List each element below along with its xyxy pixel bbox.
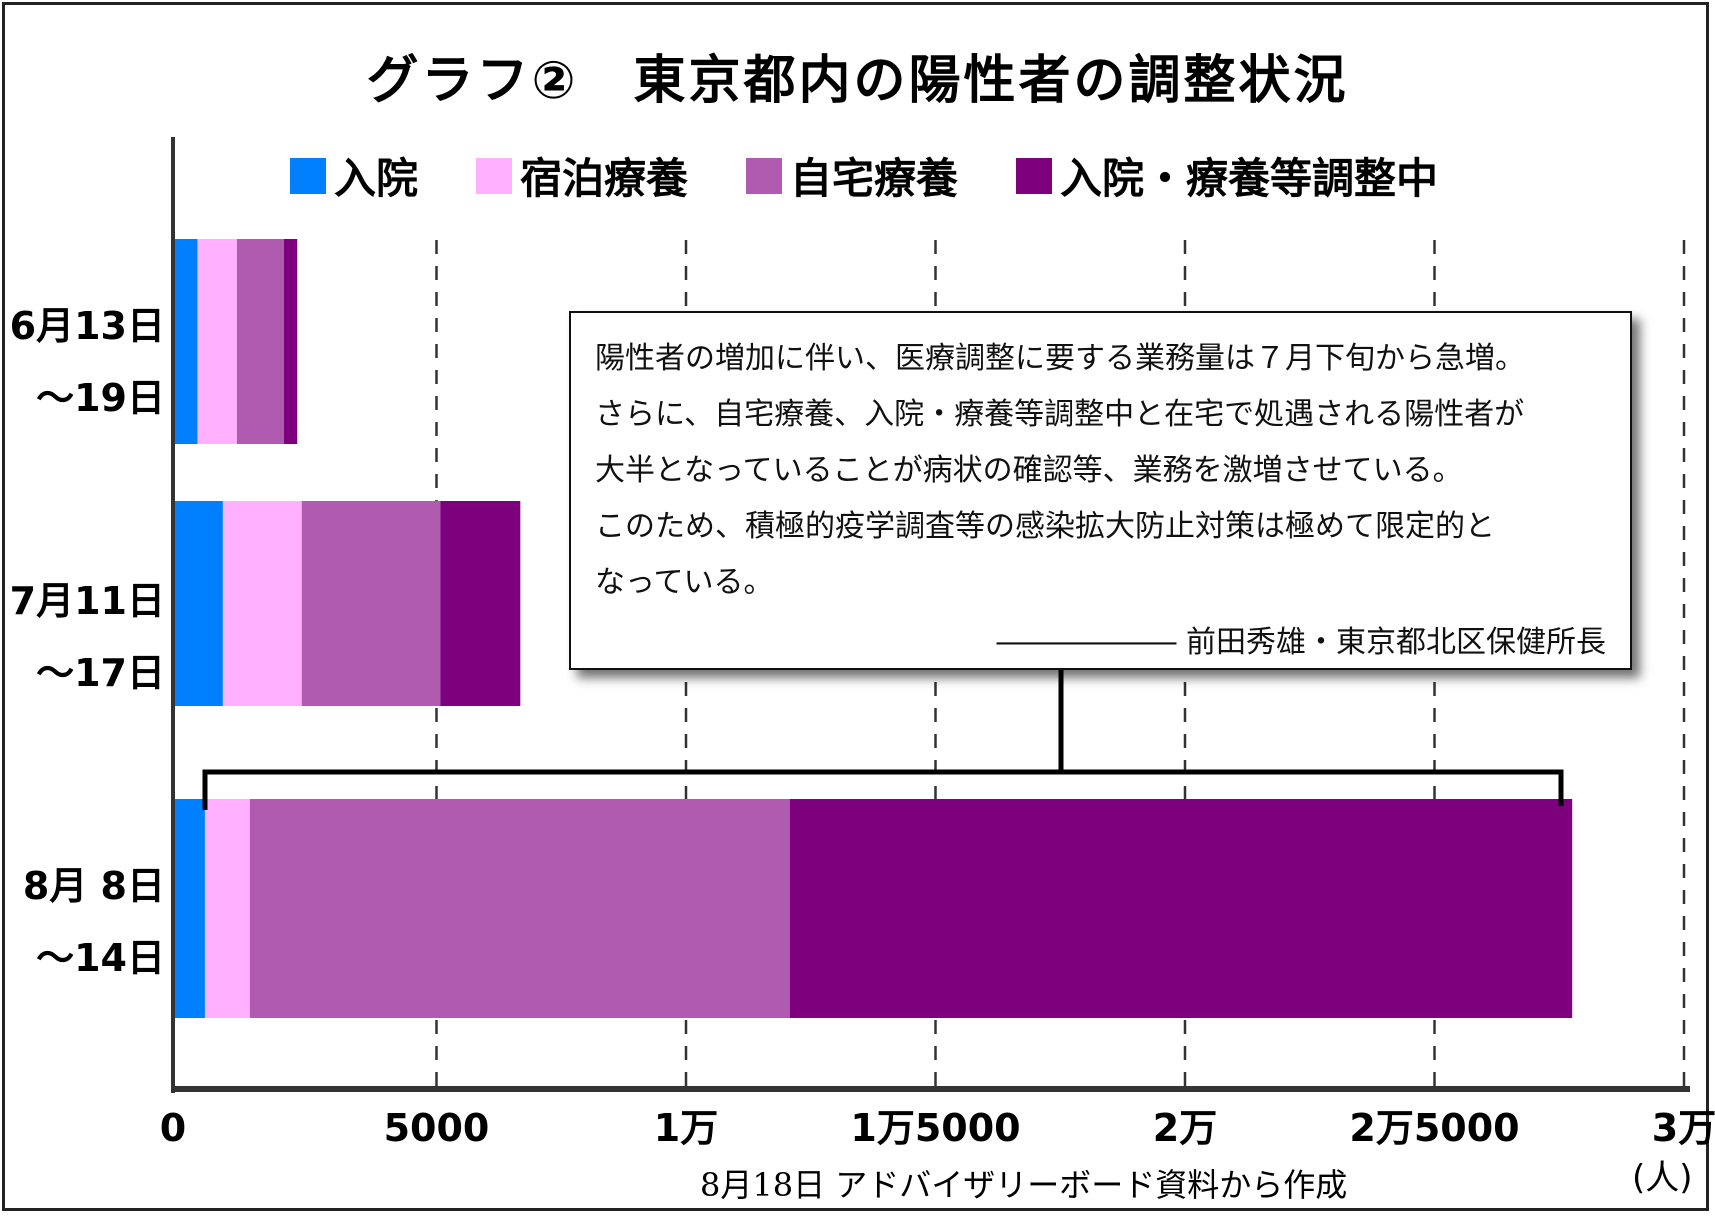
bar-segment <box>175 799 205 1018</box>
y-label-line: 7月11日 <box>9 579 165 623</box>
bar-segment <box>236 239 284 444</box>
legend-swatch <box>290 157 326 194</box>
callout-attribution: ―――――― 前田秀雄・東京都北区保健所長 <box>996 625 1606 660</box>
y-label-line: 6月13日 <box>9 304 165 348</box>
x-tick-label: 1万5000 <box>850 1106 1020 1150</box>
callout-line: 陽性者の増加に伴い、医療調整に要する業務量は７月下旬から急増。 <box>595 341 1525 376</box>
legend-swatch <box>476 157 513 194</box>
x-tick-label: 2万5000 <box>1349 1106 1519 1150</box>
x-tick-label: 0 <box>160 1106 186 1150</box>
bar-segment <box>789 799 1573 1018</box>
y-label-week-1: 6月13日〜19日 <box>0 290 165 434</box>
bar-segment <box>204 799 250 1018</box>
bar-segment <box>197 239 237 444</box>
y-label-week-2: 7月11日〜17日 <box>0 565 165 709</box>
y-label-week-3: 8月 8日〜14日 <box>0 850 165 994</box>
legend-label: 宿泊療養 <box>520 154 689 203</box>
callout-line: このため、積極的疫学調査等の感染拡大防止対策は極めて限定的と <box>595 509 1495 544</box>
legend-item-adjusting: 入院・療養等調整中 <box>1016 145 1438 206</box>
y-label-line: 〜17日 <box>36 651 165 695</box>
legend-label: 入院・療養等調整中 <box>1060 154 1439 203</box>
bar-segment <box>175 239 198 444</box>
legend-item-home: 自宅療養 <box>746 145 958 206</box>
callout-line: なっている。 <box>595 565 774 600</box>
y-label-line: 〜19日 <box>36 376 165 420</box>
bar-segment <box>283 239 298 444</box>
source-note: 8月18日 アドバイザリーボード資料から作成 <box>700 1166 1348 1204</box>
legend-label: 入院 <box>334 154 419 203</box>
bar-segment <box>301 501 441 706</box>
y-label-line: 8月 8日 <box>22 864 165 908</box>
bracket <box>202 769 1564 810</box>
bar-segment <box>249 799 790 1018</box>
legend: 入院 宿泊療養 自宅療養 入院・療養等調整中 <box>290 145 1438 206</box>
x-tick-label: 5000 <box>384 1106 490 1150</box>
chart-title: グラフ② 東京都内の陽性者の調整状況 <box>366 51 1349 111</box>
legend-label: 自宅療養 <box>790 154 959 203</box>
callout-line: 大半となっていることが病状の確認等、業務を激増させている。 <box>595 453 1463 488</box>
legend-item-hospitalized: 入院 <box>290 145 418 206</box>
legend-swatch <box>1016 157 1053 194</box>
callout-line: さらに、自宅療養、入院・療養等調整中と在宅で処遇される陽性者が <box>595 397 1525 432</box>
x-axis-unit: (人) <box>1632 1158 1693 1198</box>
legend-swatch <box>746 157 783 194</box>
x-tick-label: 2万 <box>1153 1106 1217 1150</box>
quote-callout: 陽性者の増加に伴い、医療調整に要する業務量は７月下旬から急増。 さらに、自宅療養… <box>569 311 1632 670</box>
y-label-line: 〜14日 <box>36 936 165 980</box>
bar-segment <box>440 501 521 706</box>
bar-segment <box>222 501 302 706</box>
legend-item-hotel: 宿泊療養 <box>476 145 688 206</box>
x-tick-label: 1万 <box>654 1106 718 1150</box>
bar-segment <box>175 501 223 706</box>
x-tick-label: 3万 <box>1652 1106 1715 1150</box>
